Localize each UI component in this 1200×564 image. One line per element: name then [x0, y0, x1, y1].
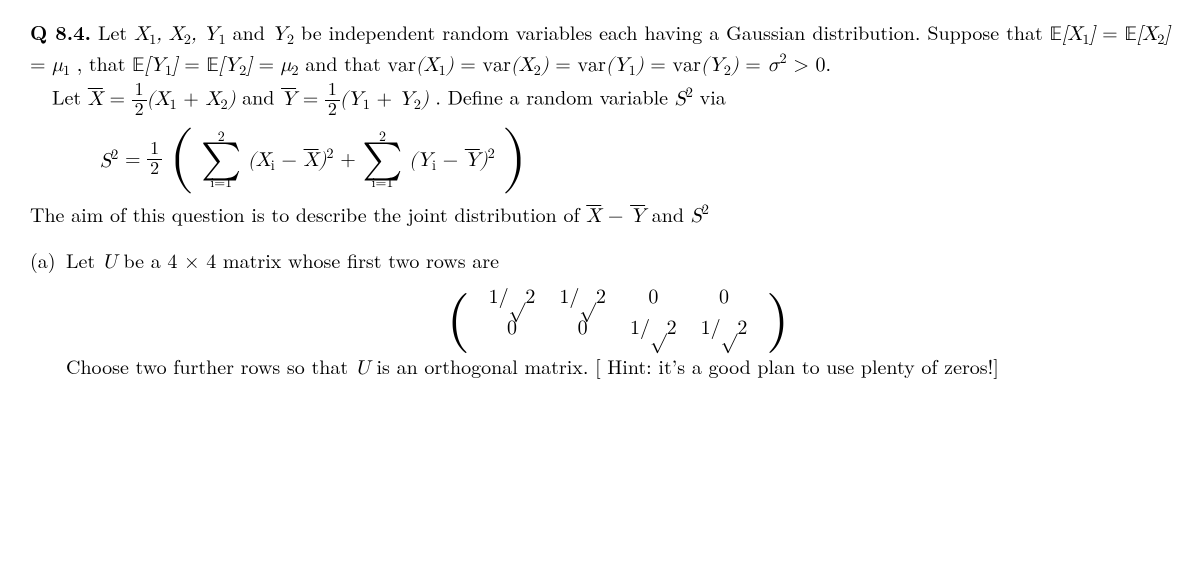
- part-a-label: (a): [30, 246, 58, 273]
- part-a: (a) Let U be a 4 × 4 matrix whose first …: [30, 246, 1170, 388]
- displayed-equation-s2: S2 = 12 ( 2 ∑ i=1 (Xi − X)2 + 2 ∑ i=1 (Y…: [100, 130, 1170, 190]
- matrix-cell: 1/√2: [477, 282, 548, 313]
- math-inline: S2: [691, 206, 709, 226]
- text: Let: [98, 17, 134, 46]
- math-inline: S2: [675, 89, 693, 109]
- math-inline: U: [355, 358, 370, 378]
- math-inline: 𝔼[Y1] = 𝔼[Y2] = μ2: [132, 55, 298, 75]
- math-inline: Y2: [272, 24, 294, 44]
- aim-line: The aim of this question is to describe …: [30, 200, 1170, 230]
- text: Let: [52, 82, 88, 111]
- matrix-cell: 1/√2: [689, 313, 760, 344]
- let-line: Let X = 12(X1 + X2) and Y = 12(Y1 + Y2) …: [52, 81, 1170, 120]
- text: Choose two further rows so that: [66, 351, 355, 380]
- matrix-cell: 1/√2: [547, 282, 618, 313]
- math-inline: U: [102, 252, 117, 272]
- math-inline: X = 12(X1 + X2): [88, 89, 236, 109]
- part-a-text: Let U be a 4 × 4 matrix whose first two …: [66, 246, 1170, 276]
- text: via: [700, 82, 726, 111]
- question-header: Q 8.4. Let X1, X2, Y1 and Y2 be independ…: [30, 18, 1170, 81]
- text: and: [652, 199, 691, 228]
- text: . Define a random variable: [435, 82, 674, 111]
- text: and: [233, 17, 272, 46]
- text: be a 4 × 4 matrix whose first two rows a…: [124, 245, 499, 274]
- math-inline: X − Y: [586, 206, 645, 226]
- math-inline: var(X1) = var(X2) = var(Y1) = var(Y2) = …: [387, 55, 825, 75]
- text: and that: [305, 48, 387, 77]
- part-a-hint: Choose two further rows so that U is an …: [66, 352, 1170, 382]
- matrix-cell: 0: [618, 282, 689, 313]
- text: Let: [66, 245, 102, 274]
- matrix: 1/√2 1/√2 0 0 0 0 1/√2 1/√2: [477, 282, 760, 344]
- text: .: [826, 48, 832, 77]
- matrix-cell: 0: [689, 282, 760, 313]
- matrix-cell: 0: [477, 313, 548, 344]
- text: and: [242, 82, 281, 111]
- matrix-cell: 0: [547, 313, 618, 344]
- text: The aim of this question is to describe …: [30, 199, 586, 228]
- math-inline: Y = 12(Y1 + Y2): [281, 89, 429, 109]
- question-label: Q 8.4.: [30, 17, 91, 46]
- math-inline: X1, X2, Y1: [134, 24, 226, 44]
- matrix-display: ( 1/√2 1/√2 0 0 0 0 1/√2 1/√2 ): [66, 282, 1170, 344]
- matrix-cell: 1/√2: [618, 313, 689, 344]
- text: , that: [77, 48, 133, 77]
- text: be independent random variables each hav…: [301, 17, 1050, 46]
